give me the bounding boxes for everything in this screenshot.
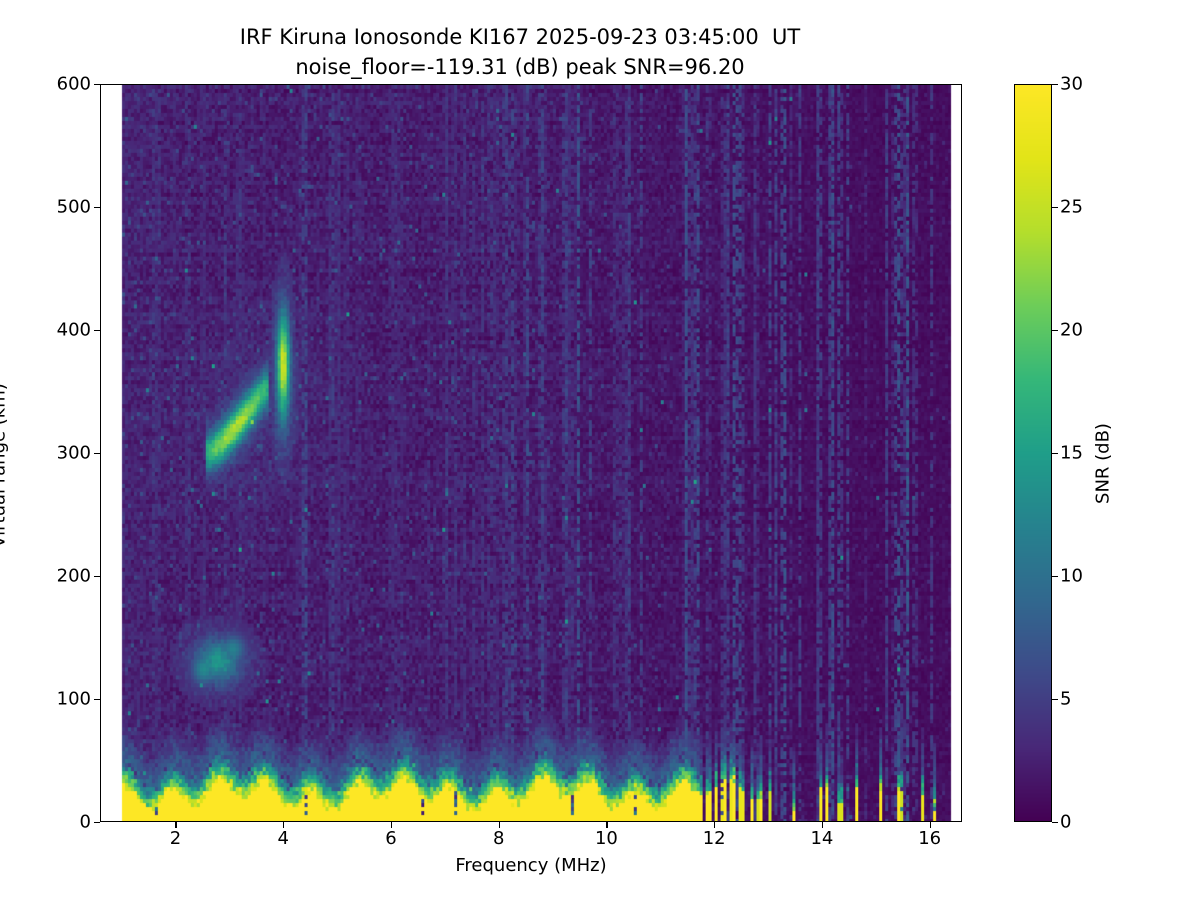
y-tick-mark bbox=[94, 84, 100, 86]
figure-title: IRF Kiruna Ionosonde KI167 2025-09-23 03… bbox=[0, 22, 1040, 82]
title-line-2: noise_floor=-119.31 (dB) peak SNR=96.20 bbox=[295, 55, 745, 79]
y-tick-mark bbox=[94, 330, 100, 332]
title-line-1: IRF Kiruna Ionosonde KI167 2025-09-23 03… bbox=[239, 25, 801, 49]
x-tick-mark bbox=[498, 822, 500, 828]
x-tick-mark bbox=[714, 822, 716, 828]
colorbar[interactable] bbox=[1014, 84, 1052, 822]
y-axis-label: Virtual range (km) bbox=[0, 383, 10, 548]
x-tick-mark bbox=[821, 822, 824, 828]
colorbar-tick-label: 10 bbox=[1060, 565, 1083, 587]
x-tick-mark bbox=[929, 822, 931, 828]
colorbar-tick-mark bbox=[1052, 576, 1058, 578]
x-tick-mark bbox=[283, 822, 285, 828]
y-tick-mark bbox=[94, 699, 100, 701]
y-tick-mark bbox=[94, 822, 100, 824]
colorbar-label: SNR (dB) bbox=[1092, 423, 1114, 504]
x-tick-label: 2 bbox=[169, 828, 182, 849]
colorbar-tick-mark bbox=[1052, 84, 1058, 86]
x-tick-label: 6 bbox=[385, 828, 397, 849]
colorbar-gradient bbox=[1015, 85, 1051, 821]
colorbar-tick-label: 15 bbox=[1060, 442, 1083, 464]
x-tick-mark bbox=[390, 822, 393, 828]
colorbar-tick-label: 30 bbox=[1060, 73, 1083, 95]
y-tick-label: 600 bbox=[56, 73, 91, 95]
y-tick-label: 400 bbox=[56, 319, 91, 341]
x-tick-mark bbox=[175, 822, 177, 828]
colorbar-tick-mark bbox=[1052, 453, 1058, 455]
x-tick-label: 4 bbox=[277, 828, 289, 849]
y-tick-mark bbox=[94, 576, 100, 578]
x-tick-label: 16 bbox=[918, 828, 942, 849]
colorbar-tick-label: 20 bbox=[1060, 319, 1083, 341]
colorbar-tick-label: 25 bbox=[1060, 196, 1083, 218]
colorbar-tick-label: 0 bbox=[1060, 811, 1072, 833]
x-tick-label: 10 bbox=[594, 828, 618, 849]
x-tick-mark bbox=[606, 822, 608, 828]
y-tick-label: 0 bbox=[79, 811, 91, 833]
y-tick-mark bbox=[94, 207, 100, 209]
ionogram-plot-area[interactable] bbox=[100, 84, 962, 822]
colorbar-tick-mark bbox=[1052, 330, 1058, 332]
y-tick-label: 200 bbox=[56, 565, 91, 587]
y-tick-label: 100 bbox=[56, 688, 91, 710]
ionogram-heatmap-canvas bbox=[101, 85, 961, 821]
x-tick-label: 14 bbox=[810, 828, 834, 849]
colorbar-tick-label: 5 bbox=[1060, 688, 1072, 710]
colorbar-tick-mark bbox=[1052, 822, 1058, 824]
colorbar-tick-mark bbox=[1052, 699, 1058, 701]
y-tick-label: 500 bbox=[56, 196, 91, 218]
y-tick-label: 300 bbox=[56, 442, 91, 464]
x-tick-label: 12 bbox=[702, 828, 726, 849]
y-tick-mark bbox=[94, 453, 100, 455]
x-axis-label: Frequency (MHz) bbox=[455, 855, 607, 876]
x-tick-label: 8 bbox=[492, 828, 505, 849]
colorbar-tick-mark bbox=[1052, 207, 1058, 209]
